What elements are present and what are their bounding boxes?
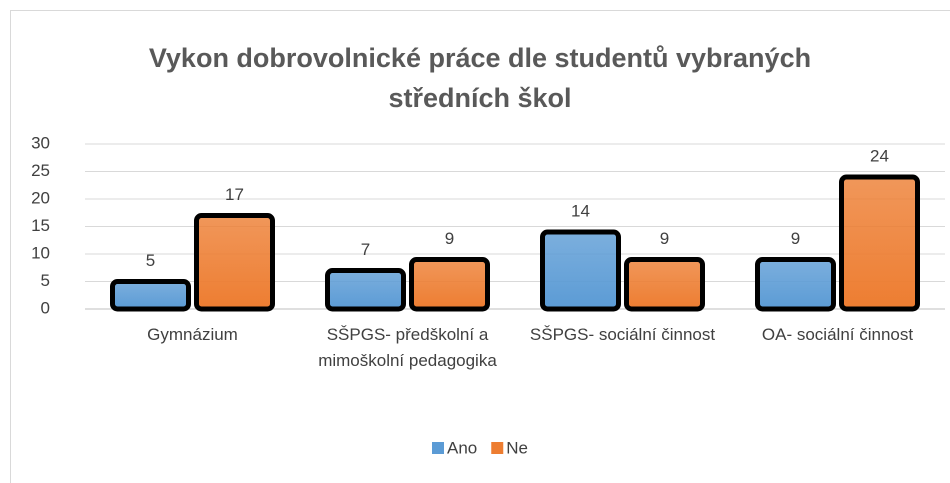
y-tick-label: 30 xyxy=(31,133,50,152)
y-tick-label: 20 xyxy=(31,188,50,207)
data-label: 17 xyxy=(225,185,244,204)
data-label: 9 xyxy=(445,229,454,248)
data-label: 7 xyxy=(361,240,370,259)
legend-label: Ne xyxy=(506,438,528,457)
data-label: 5 xyxy=(146,251,155,270)
bar xyxy=(194,213,275,312)
bar xyxy=(110,279,191,312)
y-tick-label: 5 xyxy=(41,271,50,290)
y-tick-label: 0 xyxy=(41,298,50,317)
data-label: 9 xyxy=(660,229,669,248)
bar xyxy=(325,268,406,312)
x-tick-label: SŠPGS- sociální činnost xyxy=(529,325,716,344)
legend-label: Ano xyxy=(447,438,477,457)
bar xyxy=(409,257,490,312)
bar xyxy=(540,229,621,312)
x-tick-label: SŠPGS- předškolní a mimoškolní pedagogik… xyxy=(318,325,497,370)
bar xyxy=(839,174,920,312)
bar xyxy=(755,257,836,312)
legend-swatch xyxy=(432,442,444,454)
x-tick-label: Gymnázium xyxy=(147,325,238,344)
chart-frame xyxy=(10,10,950,483)
y-tick-label: 10 xyxy=(31,243,50,262)
data-label: 9 xyxy=(791,229,800,248)
y-tick-label: 15 xyxy=(31,216,50,235)
x-tick-label: OA- sociální činnost xyxy=(761,325,914,344)
bar xyxy=(624,257,705,312)
data-label: 24 xyxy=(870,146,889,165)
y-tick-label: 25 xyxy=(31,161,50,180)
chart-title: Vykon dobrovolnické práce dle studentů v… xyxy=(148,43,812,113)
legend-swatch xyxy=(491,442,504,454)
data-label: 14 xyxy=(571,201,590,220)
